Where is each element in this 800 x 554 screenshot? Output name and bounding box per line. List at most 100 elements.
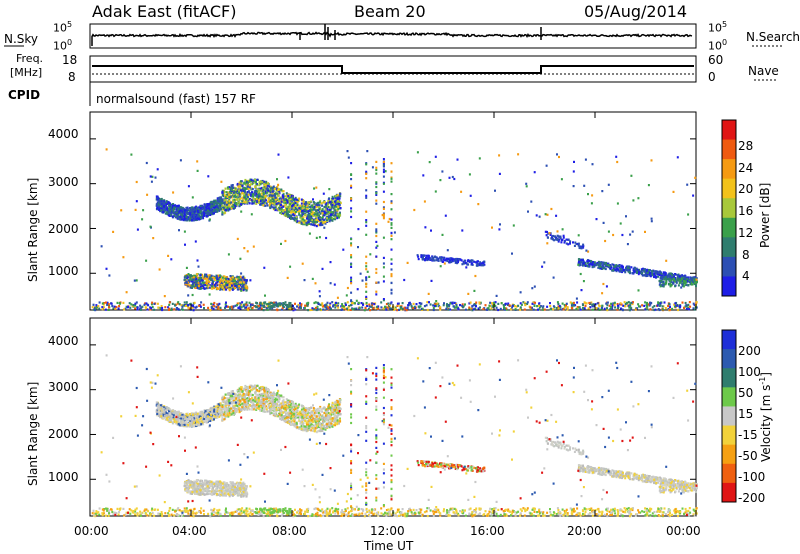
power-point (343, 306, 346, 309)
power-point (193, 215, 196, 218)
power-point (188, 284, 191, 287)
power-point (517, 153, 520, 156)
power-point (283, 214, 286, 217)
power-point (607, 266, 610, 269)
power-point (242, 200, 245, 204)
power-point (136, 306, 139, 309)
power-point (332, 197, 334, 200)
power-point (538, 303, 541, 306)
power-streak (390, 170, 393, 173)
power-point (366, 150, 369, 153)
power-point (199, 207, 202, 210)
power-point (249, 198, 251, 201)
power-point (674, 302, 677, 305)
power-point (213, 287, 215, 290)
power-point (291, 202, 294, 205)
power-point (240, 303, 243, 306)
power-point (282, 209, 284, 212)
power-point (453, 258, 456, 261)
power-point (560, 241, 563, 244)
power-point (205, 211, 208, 214)
power-point (304, 205, 307, 208)
power-point (245, 184, 248, 187)
power-point (631, 302, 634, 306)
power-point (424, 226, 427, 229)
power-point (582, 243, 585, 246)
power-point (149, 225, 152, 228)
power-point (677, 308, 679, 312)
power-point (259, 197, 262, 200)
power-point (231, 196, 233, 199)
power-point (641, 304, 644, 307)
power-point (428, 161, 431, 164)
power-point (250, 187, 253, 190)
power-point (327, 199, 330, 202)
power-point (290, 206, 293, 209)
power-point (294, 302, 296, 305)
power-point (567, 238, 570, 241)
power-point (434, 155, 437, 158)
power-point (274, 208, 277, 212)
power-point (533, 285, 536, 288)
power-point (217, 208, 219, 211)
power-point (234, 277, 237, 280)
power-point (337, 306, 340, 309)
power-point (271, 307, 274, 310)
power-point (366, 270, 369, 273)
power-point (293, 199, 296, 202)
power-point (305, 221, 308, 225)
power-point (177, 212, 180, 215)
power-point (280, 206, 283, 209)
power-point (338, 216, 340, 219)
power-point (299, 207, 302, 210)
power-streak (382, 162, 385, 165)
power-streak (390, 208, 393, 211)
power-streak (375, 281, 378, 284)
power-point (311, 218, 313, 221)
power-point (261, 181, 264, 184)
power-point (265, 202, 268, 205)
power-point (417, 305, 420, 308)
power-streak (365, 221, 368, 224)
power-point (626, 243, 629, 246)
power-point (228, 198, 231, 201)
power-point (280, 188, 283, 191)
power-point (220, 208, 223, 211)
power-point (260, 189, 263, 192)
power-point (684, 275, 687, 278)
power-point (628, 309, 631, 312)
power-point (238, 201, 241, 204)
power-point (246, 287, 249, 290)
power-point (491, 302, 494, 305)
power-point (294, 196, 297, 199)
power-point (682, 285, 685, 288)
power-point (253, 200, 256, 203)
power-point (606, 262, 609, 265)
power-point (191, 215, 194, 218)
power-point (321, 267, 324, 270)
power-point (418, 302, 421, 305)
power-point (547, 236, 549, 239)
power-point (152, 237, 155, 240)
power-point (187, 273, 190, 276)
power-point (217, 206, 220, 209)
power-point (177, 207, 180, 210)
power-point (598, 263, 601, 266)
power-point (351, 308, 354, 311)
power-point (426, 301, 429, 304)
power-point (156, 302, 159, 305)
power-point (578, 258, 581, 261)
power-point (353, 302, 356, 305)
power-point (174, 216, 177, 219)
power-point (223, 203, 226, 206)
power-point (245, 289, 248, 292)
power-point (279, 205, 282, 208)
nsky-panel-frame (89, 23, 697, 49)
power-point (167, 201, 170, 204)
power-point (117, 307, 120, 310)
power-point (248, 179, 251, 183)
power-point (324, 212, 326, 215)
power-point (269, 206, 272, 209)
power-point (196, 211, 199, 214)
power-point (219, 281, 221, 284)
